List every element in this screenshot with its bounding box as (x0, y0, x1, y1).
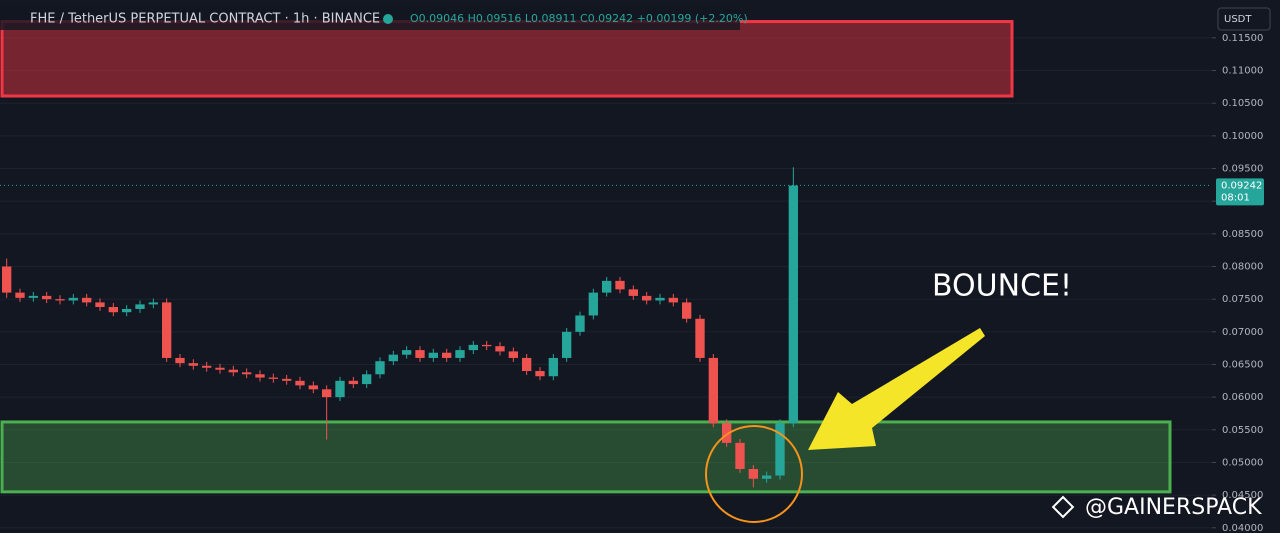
candle-body (28, 295, 38, 298)
ohlc-legend: O0.09046 H0.09516 L0.08911 C0.09242 +0.0… (410, 12, 748, 25)
candle-body (162, 302, 172, 358)
candle-body (708, 357, 718, 424)
candle-body (82, 297, 92, 303)
candle-body (255, 374, 265, 378)
arrow (808, 328, 985, 450)
candle-body (535, 371, 545, 377)
y-tick-label: 0.11000 (1222, 66, 1263, 77)
candle-body (682, 302, 692, 319)
candle-body (762, 475, 772, 479)
candle-body (348, 380, 358, 385)
chart-title: FHE / TetherUS PERPETUAL CONTRACT · 1h ·… (30, 12, 380, 27)
candle-body (468, 344, 478, 351)
watermark-logo (1051, 495, 1075, 519)
y-tick-label: 0.06500 (1222, 359, 1263, 370)
candle-body (482, 344, 492, 347)
candle-body (522, 357, 532, 372)
candle-body (602, 280, 612, 293)
candle-body (748, 468, 758, 479)
candle-body (375, 361, 385, 375)
legend-bg (0, 6, 740, 30)
y-tick-label: 0.05500 (1222, 425, 1263, 436)
candle-body (575, 315, 585, 332)
candle-body (228, 369, 238, 373)
candle-body (268, 377, 278, 379)
candle-body (282, 378, 292, 381)
candle-body (175, 357, 185, 364)
y-tick-label: 0.08500 (1222, 229, 1263, 240)
candle-body (95, 302, 105, 307)
candle-body (202, 365, 212, 368)
candle-body (242, 372, 252, 375)
last-price-label: 0.09242 (1221, 180, 1262, 191)
y-tick-label: 0.07000 (1222, 327, 1263, 338)
candle-body (722, 423, 732, 443)
candle-body (68, 297, 78, 301)
candle-body (148, 302, 158, 305)
candle-body (775, 423, 785, 476)
candle-body (508, 351, 518, 358)
candle-body (215, 367, 225, 370)
candle-body (455, 350, 465, 358)
candle-body (108, 306, 118, 313)
candle-body (628, 289, 638, 296)
candle-body (615, 280, 625, 290)
candle-body (562, 331, 572, 358)
y-tick-label: 0.06000 (1222, 392, 1263, 403)
highlight-circle (705, 425, 803, 523)
candle-body (642, 295, 652, 301)
candle-body (15, 292, 25, 298)
currency[interactable]: USDT (1224, 14, 1252, 25)
y-tick-label: 0.07500 (1222, 294, 1263, 305)
candle-body (308, 385, 318, 390)
candle-body (735, 442, 745, 469)
y-tick-label: 0.08000 (1222, 262, 1263, 273)
candle-body (695, 318, 705, 358)
annotation: BOUNCE! (932, 269, 1072, 304)
candle-body (588, 292, 598, 316)
candle-body (122, 308, 132, 313)
zone (0, 20, 1014, 98)
y-tick-label: 0.09500 (1222, 164, 1263, 175)
y-tick-label: 0.05000 (1222, 457, 1263, 468)
candle-body (788, 185, 798, 424)
candle-body (548, 357, 558, 377)
zone (0, 420, 1172, 494)
last-price-tag (1216, 178, 1264, 206)
candle-body (322, 389, 332, 398)
candle-body (495, 346, 505, 352)
y-tick-label: 0.10000 (1222, 131, 1263, 142)
candle-body (362, 374, 372, 385)
currency-button[interactable] (1217, 7, 1271, 31)
candle-body (188, 363, 198, 366)
status-dot (383, 14, 393, 24)
candle-body (2, 266, 12, 293)
candle-body (442, 352, 452, 358)
y-tick-label: 0.11500 (1222, 33, 1263, 44)
candle-body (428, 352, 438, 358)
candle-body (42, 295, 52, 300)
candle-body (655, 297, 665, 301)
candle-body (335, 380, 345, 398)
candle-body (402, 350, 412, 355)
candle-body (668, 297, 678, 303)
candle-body (295, 380, 305, 386)
candle-body (135, 304, 145, 309)
y-tick-label: 0.04500 (1222, 490, 1263, 501)
candle-body (55, 299, 65, 301)
watermark: @GAINERSPACK (1085, 495, 1262, 520)
y-tick-label: 0.04000 (1222, 523, 1263, 533)
candle-body (415, 350, 425, 358)
price-axis (1212, 0, 1280, 533)
countdown: 08:01 (1221, 192, 1250, 203)
y-tick-label: 0.10500 (1222, 98, 1263, 109)
candle-body (388, 354, 398, 362)
